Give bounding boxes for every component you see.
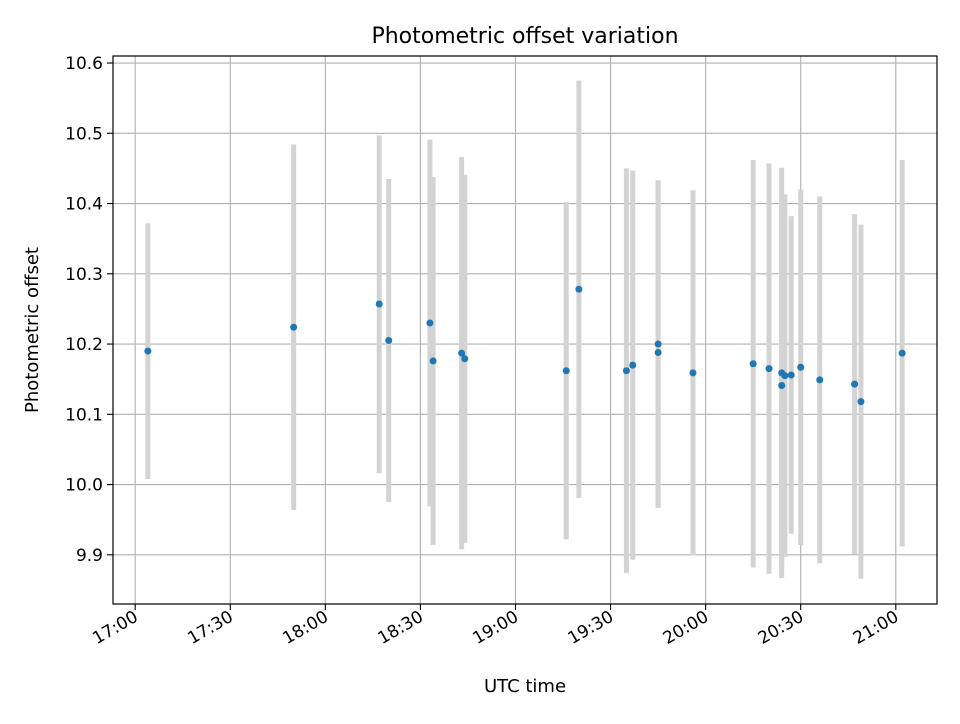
data-point	[426, 319, 434, 327]
data-point	[778, 382, 786, 390]
data-point	[575, 285, 583, 293]
data-point	[898, 349, 906, 357]
data-points	[144, 285, 906, 406]
data-point	[689, 369, 697, 377]
data-point	[816, 376, 824, 384]
y-tick-label: 10.6	[65, 54, 103, 74]
data-point	[290, 323, 298, 331]
data-point	[461, 355, 469, 363]
data-point	[654, 348, 662, 356]
y-tick-label: 10.4	[65, 195, 103, 215]
data-point	[629, 361, 637, 369]
data-point	[851, 380, 859, 388]
data-point	[787, 371, 795, 379]
data-point	[144, 347, 152, 355]
x-axis-label: UTC time	[484, 676, 566, 697]
data-point	[781, 372, 789, 380]
data-point	[654, 340, 662, 348]
y-tick-label: 10.1	[65, 405, 103, 425]
chart-title: Photometric offset variation	[371, 24, 678, 49]
data-point	[458, 349, 466, 357]
data-point	[797, 363, 805, 371]
plot-frame	[112, 55, 938, 605]
data-point	[765, 365, 773, 373]
y-tick-label: 10.5	[65, 124, 103, 144]
y-tick-label: 10.3	[65, 265, 103, 285]
y-axis-label: Photometric offset	[22, 247, 43, 413]
y-tick-label: 10.2	[65, 335, 103, 355]
y-tick-label: 9.9	[76, 546, 103, 566]
data-point	[622, 367, 630, 375]
data-point	[749, 360, 757, 368]
data-point	[857, 398, 865, 406]
data-point	[562, 367, 570, 375]
y-tick-label: 10.0	[65, 476, 103, 496]
data-point	[375, 300, 383, 308]
data-point	[429, 357, 437, 365]
data-point	[385, 337, 393, 345]
